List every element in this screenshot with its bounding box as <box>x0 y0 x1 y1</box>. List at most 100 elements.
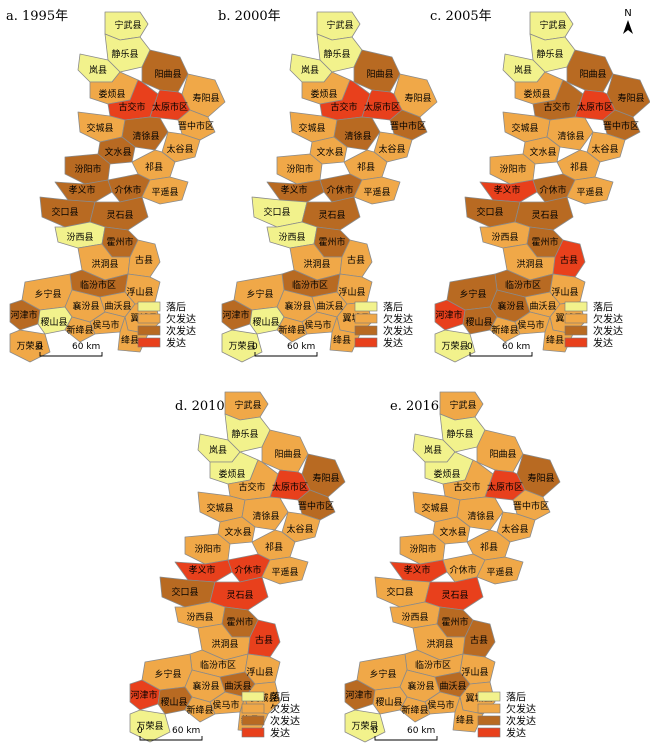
county-label: 古交市 <box>453 481 480 493</box>
legend-swatch <box>354 313 378 324</box>
county-label: 灵石县 <box>226 590 253 601</box>
county-label: 汾西县 <box>66 232 93 243</box>
county-label: 灵石县 <box>531 210 558 221</box>
legend-label: 次发达 <box>270 715 300 728</box>
north-arrow: N <box>623 8 633 34</box>
county-label: 霍州市 <box>318 236 345 248</box>
county-label: 祁县 <box>480 541 498 553</box>
county-label: 阳曲县 <box>579 69 606 80</box>
county-label: 交口县 <box>171 586 198 598</box>
legend-label: 落后 <box>506 692 526 704</box>
county-label: 古交市 <box>238 481 265 493</box>
legend-swatch <box>477 715 501 726</box>
legend-swatch <box>354 337 378 348</box>
county-label: 文水县 <box>316 146 343 158</box>
county-label: 灵石县 <box>318 210 345 221</box>
scale-distance-label: 60 km <box>172 726 200 736</box>
county-label: 古交市 <box>118 101 145 113</box>
legend-swatch <box>137 337 161 348</box>
legend-swatch <box>564 337 588 348</box>
panel-title: b. 2000年 <box>218 9 281 24</box>
county-label: 襄汾县 <box>497 300 524 312</box>
scale-zero-label: 0 <box>37 342 43 352</box>
county-label: 临汾市区 <box>200 659 236 671</box>
legend-swatch <box>564 325 588 336</box>
county-label: 娄烦县 <box>310 88 337 100</box>
county-label: 阳曲县 <box>489 449 516 460</box>
county-label: 祁县 <box>357 161 375 173</box>
scale-distance-label: 60 km <box>72 342 100 352</box>
county-label: 介休市 <box>539 184 566 196</box>
county-label: 交口县 <box>386 586 413 598</box>
county-label: 岚县 <box>301 65 319 76</box>
county-label: 汾西县 <box>278 232 305 243</box>
scale-bar: 0 60 km <box>37 342 103 357</box>
county-label: 交城县 <box>206 502 233 514</box>
county-label: 乡宁县 <box>34 288 61 300</box>
county-label: 万荣县 <box>441 340 468 352</box>
county-label: 宁武县 <box>326 19 353 31</box>
county-label: 交口县 <box>476 206 503 218</box>
county-label: 太原市区 <box>364 101 400 113</box>
county-label: 河津市 <box>435 309 462 321</box>
county-label: 清徐县 <box>557 130 584 142</box>
scale-line <box>469 352 533 357</box>
county-label: 交口县 <box>51 206 78 218</box>
county-label: 浮山县 <box>126 286 153 298</box>
scale-line <box>374 736 438 741</box>
scale-bar: 0 60 km <box>137 726 203 741</box>
county-label: 介休市 <box>114 184 141 196</box>
legend-swatch <box>137 313 161 324</box>
county-label: 静乐县 <box>111 48 138 60</box>
county-label: 新绛县 <box>66 324 93 336</box>
county-label: 文水县 <box>529 146 556 158</box>
county-region <box>434 329 476 363</box>
legend-label: 发达 <box>506 727 526 740</box>
county-label: 绛县 <box>456 714 474 726</box>
county-label: 侯马市 <box>427 699 454 711</box>
county-label: 侯马市 <box>212 699 239 711</box>
county-label: 岚县 <box>209 445 227 456</box>
county-label: 交口县 <box>263 206 290 218</box>
county-label: 临汾市区 <box>80 279 116 291</box>
county-label: 古县 <box>347 254 365 266</box>
county-label: 祁县 <box>145 161 163 173</box>
county-label: 静乐县 <box>231 428 258 440</box>
county-label: 平遥县 <box>576 186 603 198</box>
county-label: 文水县 <box>439 526 466 538</box>
scale-bar: 0 60 km <box>372 726 438 741</box>
county-label: 太原市区 <box>577 101 613 113</box>
county-label: 寿阳县 <box>312 472 339 484</box>
county-label: 平遥县 <box>151 186 178 198</box>
county-label: 襄汾县 <box>72 300 99 312</box>
scale-line <box>39 352 103 357</box>
county-label: 介休市 <box>449 564 476 576</box>
legend-label: 发达 <box>166 337 186 350</box>
north-arrow-icon <box>623 20 633 34</box>
county-label: 平遥县 <box>486 566 513 578</box>
scale-bar: 0 60 km <box>467 342 533 357</box>
county-label: 阳曲县 <box>366 69 393 80</box>
county-label: 绛县 <box>121 334 139 346</box>
scale-bar: 0 60 km <box>252 342 318 357</box>
county-label: 太原市区 <box>272 481 308 493</box>
county-region <box>344 709 386 743</box>
county-label: 浮山县 <box>551 286 578 298</box>
county-label: 太原市区 <box>487 481 523 493</box>
scale-distance-label: 60 km <box>287 342 315 352</box>
county-label: 孝义市 <box>493 184 520 196</box>
county-region <box>261 429 309 473</box>
county-label: 霍州市 <box>106 236 133 248</box>
county-label: 洪洞县 <box>426 638 453 650</box>
county-region <box>221 329 263 363</box>
county-label: 霍州市 <box>441 616 468 628</box>
legend-label: 欠发达 <box>270 703 300 716</box>
legend-label: 落后 <box>270 692 290 704</box>
